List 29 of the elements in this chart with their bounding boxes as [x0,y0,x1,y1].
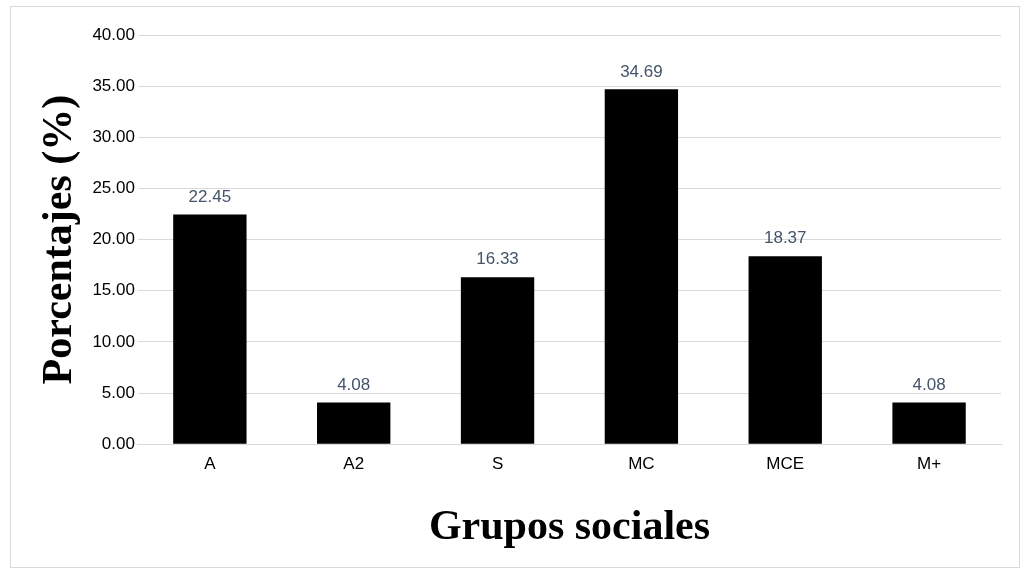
bar [317,402,391,444]
x-tick-label: S [491,454,504,474]
data-label: 34.69 [620,61,663,81]
y-tick-label: 35.00 [92,75,135,95]
x-tick-label: MCE [766,454,805,474]
x-tick-label: M+ [917,454,942,474]
y-tick-label: 40.00 [92,24,135,44]
y-axis-title: Porcentajes (%) [34,94,82,385]
x-axis-title: Grupos sociales [428,501,711,548]
x-tick-label: A [204,454,217,474]
y-tick-label: 25.00 [92,178,135,198]
data-label: 22.45 [188,186,232,206]
y-tick-label: 30.00 [92,126,135,146]
y-tick-label: 0.00 [101,433,135,453]
x-tick-label: MC [628,454,655,474]
y-tick-label: 10.00 [92,331,135,351]
bar [460,277,535,444]
data-label: 16.33 [476,249,519,269]
y-tick-label: 20.00 [92,229,135,249]
y-tick-label: 15.00 [92,280,135,300]
bar [748,256,822,444]
bar [892,402,966,444]
data-label: 18.37 [763,228,807,248]
bar [173,214,247,444]
bar [604,89,679,444]
y-tick-label: 5.00 [101,382,135,402]
data-label: 4.08 [912,374,946,394]
data-label: 4.08 [337,374,371,394]
x-tick-label: A2 [343,454,365,474]
